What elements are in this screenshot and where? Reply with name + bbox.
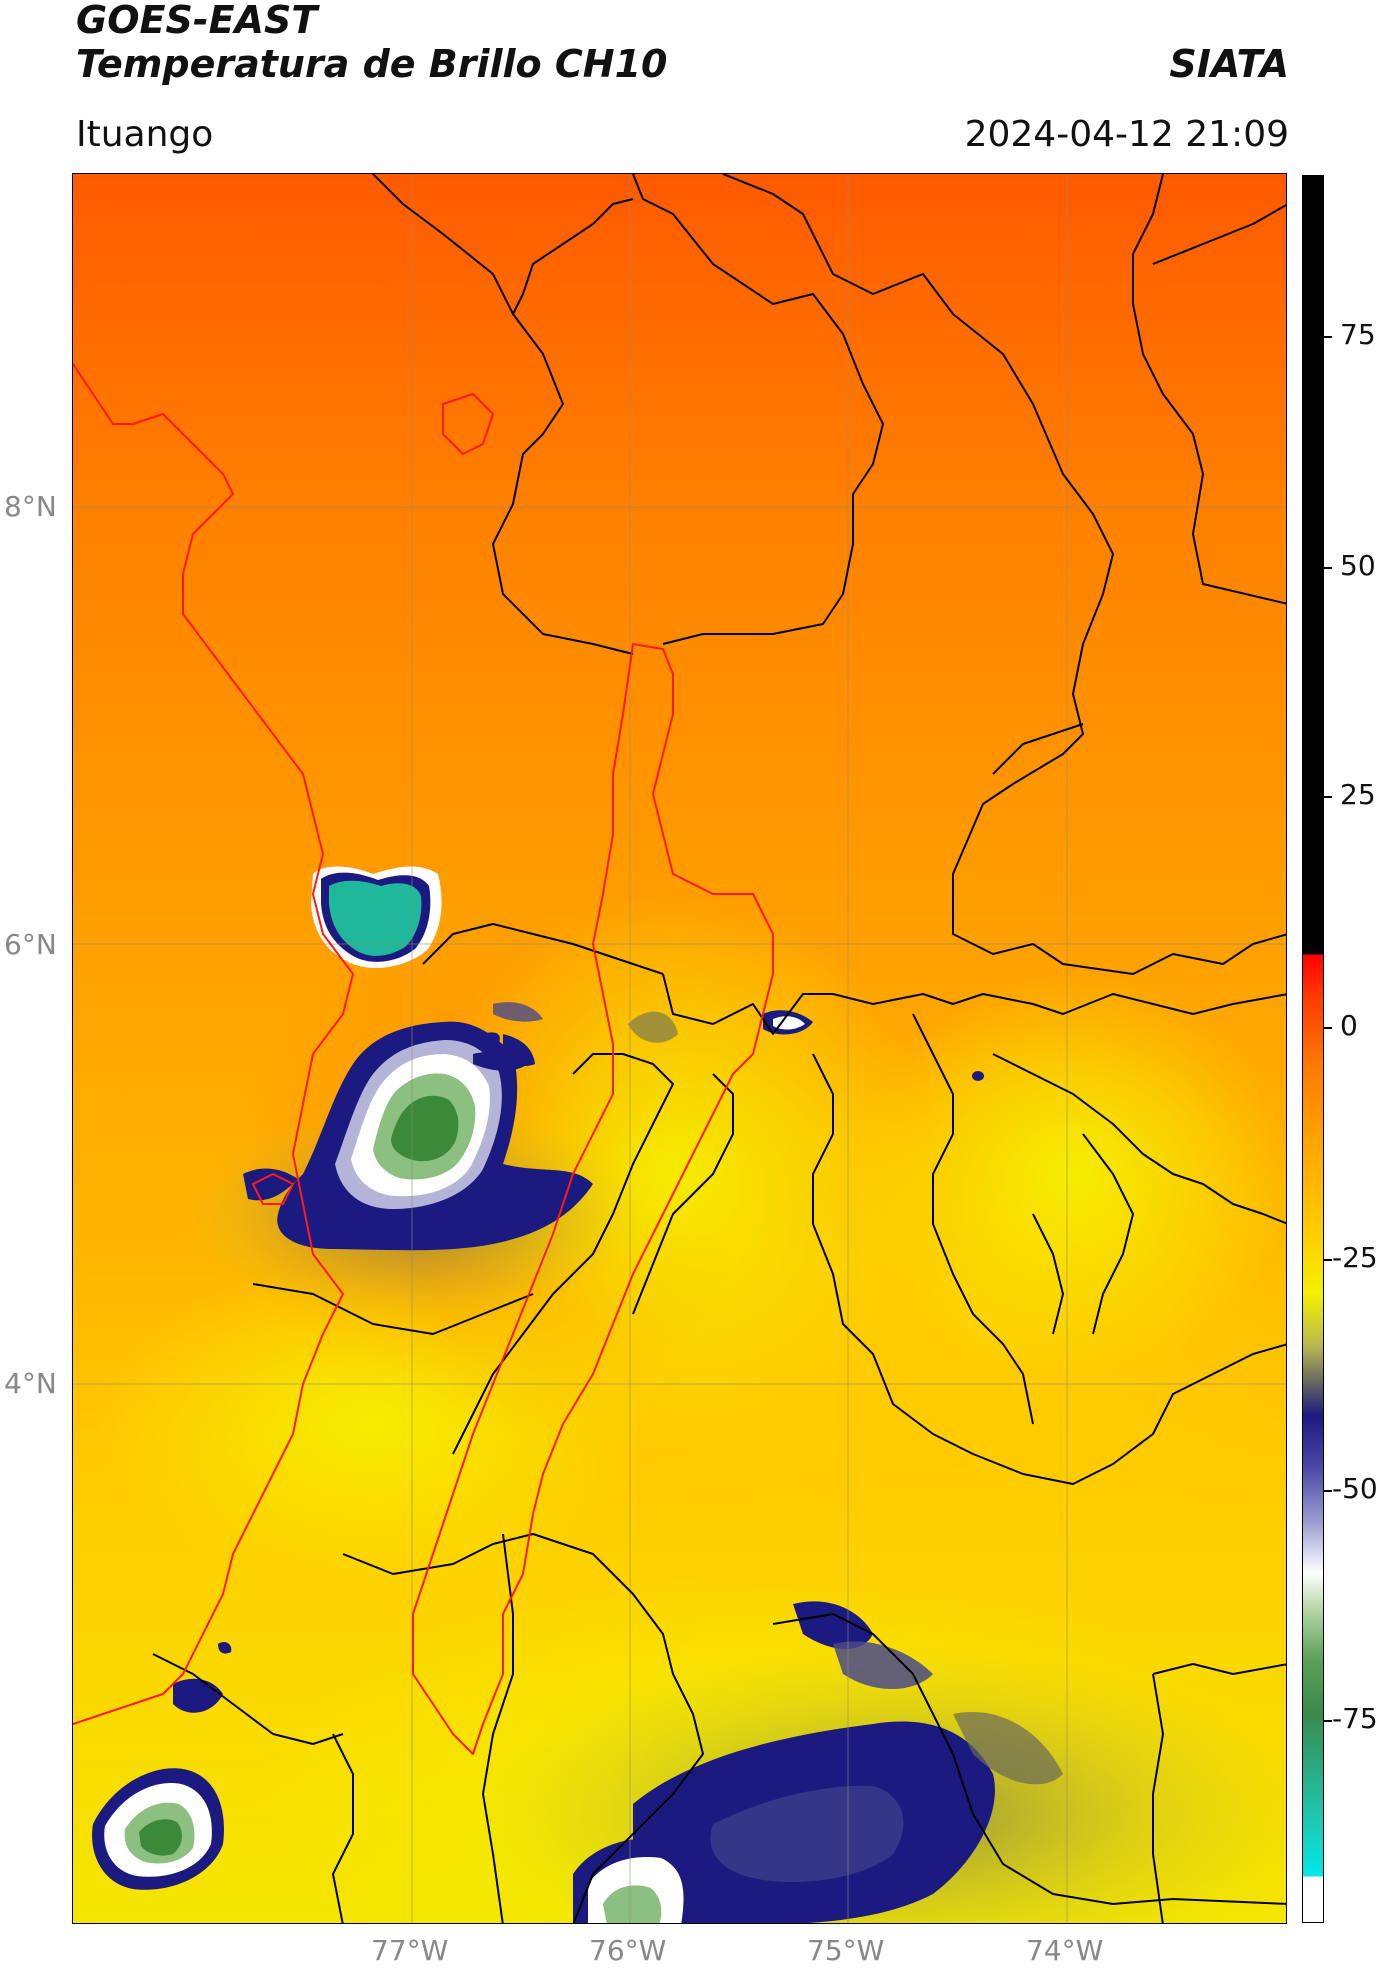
lat-tick-label: 4°N <box>4 1367 57 1400</box>
colorbar-tick-mark <box>1324 567 1332 569</box>
colorbar-tick-mark <box>1324 1027 1332 1029</box>
product-title: Temperatura de Brillo CH10 <box>76 42 668 86</box>
colorbar-tick-mark <box>1324 1720 1332 1722</box>
colorbar-tick-label: -25 <box>1332 1241 1378 1274</box>
lat-tick-label: 6°N <box>4 928 57 961</box>
cloud-cell-central <box>183 1002 643 1324</box>
colorbar <box>1302 175 1324 1923</box>
colorbar-tick-label: 25 <box>1340 778 1376 811</box>
datetime-label: 2024-04-12 21:09 <box>964 114 1289 155</box>
cloud-band-south <box>473 1601 1286 1923</box>
lon-tick-label: 74°W <box>1026 1934 1104 1967</box>
colorbar-tick-label: 50 <box>1340 549 1376 582</box>
lon-tick-label: 75°W <box>807 1934 885 1967</box>
cloud-cell-southwest <box>92 1641 232 1890</box>
brightness-temperature-field <box>73 174 1286 1923</box>
satellite-map[interactable] <box>72 173 1287 1924</box>
location-label: Ituango <box>76 114 214 155</box>
administrative-borders <box>152 174 1286 1923</box>
colorbar-tick-mark <box>1324 796 1332 798</box>
lon-tick-label: 76°W <box>589 1934 667 1967</box>
satellite-title: GOES-EAST <box>76 0 318 42</box>
coastline-and-basin <box>73 363 774 1755</box>
colorbar-tick-mark <box>1324 1259 1332 1261</box>
colorbar-tick-label: 75 <box>1340 318 1376 351</box>
cloud-cell-north <box>311 866 442 969</box>
colorbar-tick-mark <box>1324 336 1332 338</box>
agency-label: SIATA <box>1169 42 1289 86</box>
colorbar-gradient <box>1303 176 1323 1922</box>
colorbar-tick-label: 0 <box>1340 1009 1358 1042</box>
colorbar-tick-label: -75 <box>1332 1702 1378 1735</box>
colorbar-tick-mark <box>1324 1490 1332 1492</box>
lat-tick-label: 8°N <box>4 490 57 523</box>
colorbar-tick-label: -50 <box>1332 1472 1378 1505</box>
lon-tick-label: 77°W <box>371 1934 449 1967</box>
